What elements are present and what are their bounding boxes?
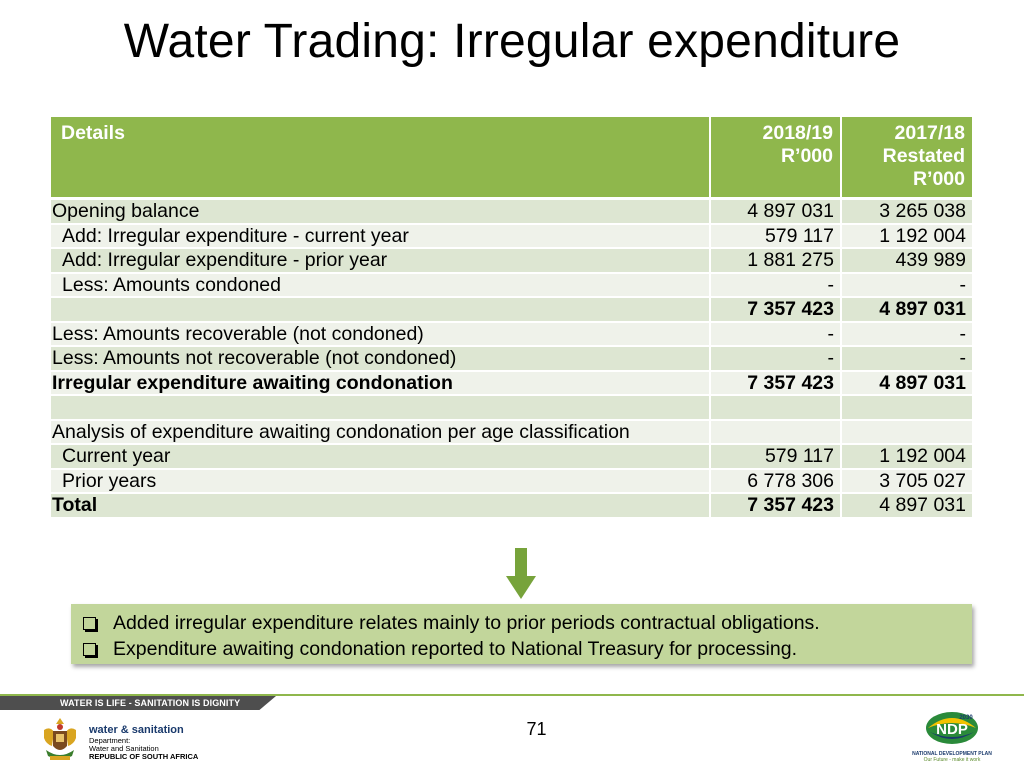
slide-title: Water Trading: Irregular expenditure <box>123 15 901 68</box>
down-arrow-icon <box>506 548 536 599</box>
row-value-2017-18 <box>841 419 972 445</box>
arrow-shaft <box>515 548 527 578</box>
footer-band: WATER IS LIFE - SANITATION IS DIGNITY <box>0 694 1024 714</box>
ndp-mark: NDP <box>936 721 968 738</box>
row-value-2018-19 <box>710 395 842 421</box>
row-value-2018-19: - <box>710 272 842 298</box>
table-row: Add: Irregular expenditure - current yea… <box>51 223 972 249</box>
table-row: Opening balance 4 897 031 3 265 038 <box>51 198 972 225</box>
header-2018-19-unit: R’000 <box>780 145 833 167</box>
list-item: Added irregular expenditure relates main… <box>81 610 972 636</box>
row-label <box>51 395 711 421</box>
page-number: 71 <box>526 719 547 739</box>
coat-of-arms-logo-icon <box>44 718 76 760</box>
ndp-emblem-icon: NDP 2030 <box>926 712 978 744</box>
table-row-awaiting-condonation: Irregular expenditure awaiting condonati… <box>51 370 972 396</box>
row-value-2017-18: - <box>841 321 972 347</box>
row-label <box>51 297 711 323</box>
table-row: Current year 579 117 1 192 004 <box>51 444 972 470</box>
footer-slogan: WATER IS LIFE - SANITATION IS DIGNITY <box>60 698 241 708</box>
ndp-logo: NDP 2030 NATIONAL DEVELOPMENT PLAN Our F… <box>912 710 992 763</box>
arrow-head <box>506 576 536 599</box>
table-row: Less: Amounts not recoverable (not condo… <box>51 346 972 372</box>
ndp-tagline: Our Future - make it work <box>923 757 981 763</box>
row-value-2017-18: 3 265 038 <box>841 198 972 225</box>
row-label: Less: Amounts recoverable (not condoned) <box>51 321 711 347</box>
table-row-total: Total 7 357 423 4 897 031 <box>51 493 972 519</box>
checkbox-bullet-icon <box>83 616 96 630</box>
ndp-name: NATIONAL DEVELOPMENT PLAN <box>912 751 992 757</box>
checkbox-bullet-icon <box>83 642 96 656</box>
row-value-2018-19: 579 117 <box>710 444 842 470</box>
row-value-2017-18: 1 192 004 <box>841 444 972 470</box>
note-text: Expenditure awaiting condonation reporte… <box>113 638 797 660</box>
header-details: Details <box>51 117 711 200</box>
row-value-2018-19: - <box>710 346 842 372</box>
row-label: Prior years <box>51 468 711 494</box>
table-row-subtotal: 7 357 423 4 897 031 <box>51 297 972 323</box>
row-label: Irregular expenditure awaiting condonati… <box>51 370 711 396</box>
header-2017-18-year: 2017/18 <box>894 122 966 144</box>
row-value-2017-18: 3 705 027 <box>841 468 972 494</box>
row-value-2017-18: - <box>841 346 972 372</box>
table-row: Less: Amounts condoned - - <box>51 272 972 298</box>
dept-line-2: Water and Sanitation <box>89 744 159 753</box>
dept-line-1: Department: <box>89 736 131 745</box>
row-label: Analysis of expenditure awaiting condona… <box>51 419 711 445</box>
row-label: Total <box>51 493 711 519</box>
ndp-year: 2030 <box>959 715 973 721</box>
header-2017-18-unit: R’000 <box>912 168 965 190</box>
table-row-spacer <box>51 395 972 421</box>
row-value-2017-18: 4 897 031 <box>841 297 972 323</box>
row-label: Less: Amounts not recoverable (not condo… <box>51 346 711 372</box>
header-2017-18-restated: Restated <box>882 145 965 167</box>
notes-list: Added irregular expenditure relates main… <box>71 604 972 662</box>
row-value-2018-19: - <box>710 321 842 347</box>
table-header-row: Details 2018/19 R’000 2017/18 Restated R… <box>51 117 972 200</box>
row-value-2018-19 <box>710 419 842 445</box>
row-value-2017-18 <box>841 395 972 421</box>
header-2018-19-year: 2018/19 <box>762 122 834 144</box>
header-2018-19: 2018/19 R’000 <box>710 117 842 200</box>
row-value-2018-19: 579 117 <box>710 223 842 249</box>
table-row: Less: Amounts recoverable (not condoned)… <box>51 321 972 347</box>
row-label: Add: Irregular expenditure - prior year <box>51 248 711 274</box>
row-label: Current year <box>51 444 711 470</box>
table-row-section-heading: Analysis of expenditure awaiting condona… <box>51 419 972 445</box>
list-item: Expenditure awaiting condonation reporte… <box>81 636 972 662</box>
slogan-bar: WATER IS LIFE - SANITATION IS DIGNITY <box>0 696 276 710</box>
notes-callout: Added irregular expenditure relates main… <box>71 604 972 664</box>
header-2017-18: 2017/18 Restated R’000 <box>841 117 972 200</box>
department-identity: water & sanitation Department: Water and… <box>89 723 198 761</box>
dept-brand: water & sanitation <box>89 724 184 736</box>
row-value-2017-18: - <box>841 272 972 298</box>
table-row: Prior years 6 778 306 3 705 027 <box>51 468 972 494</box>
row-value-2017-18: 1 192 004 <box>841 223 972 249</box>
row-value-2018-19: 4 897 031 <box>710 198 842 225</box>
row-label: Opening balance <box>51 198 711 225</box>
row-value-2017-18: 439 989 <box>841 248 972 274</box>
row-value-2018-19: 7 357 423 <box>710 370 842 396</box>
row-value-2018-19: 7 357 423 <box>710 493 842 519</box>
dept-line-3: REPUBLIC OF SOUTH AFRICA <box>89 752 199 761</box>
footer-divider <box>0 694 1024 696</box>
note-text: Added irregular expenditure relates main… <box>113 612 820 634</box>
row-value-2018-19: 6 778 306 <box>710 468 842 494</box>
row-value-2018-19: 7 357 423 <box>710 297 842 323</box>
row-value-2017-18: 4 897 031 <box>841 493 972 519</box>
row-value-2017-18: 4 897 031 <box>841 370 972 396</box>
row-label: Less: Amounts condoned <box>51 272 711 298</box>
table-row: Add: Irregular expenditure - prior year … <box>51 248 972 274</box>
row-value-2018-19: 1 881 275 <box>710 248 842 274</box>
row-label: Add: Irregular expenditure - current yea… <box>51 223 711 249</box>
irregular-expenditure-table: Details 2018/19 R’000 2017/18 Restated R… <box>51 117 972 519</box>
